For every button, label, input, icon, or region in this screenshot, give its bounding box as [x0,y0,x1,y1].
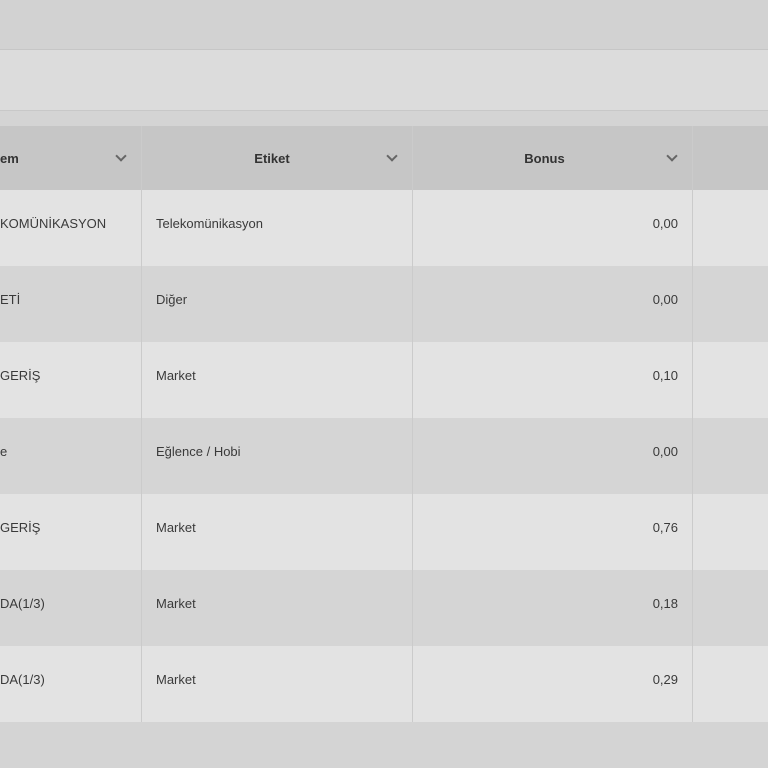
cell-islem: GERİŞ [0,342,142,418]
chevron-down-icon [666,150,678,162]
islem-value: GERİŞ [0,368,41,383]
cell-bonus: 0,29 [413,646,693,722]
islem-value: DA(1/3) [0,596,45,611]
table-row[interactable]: GERİŞ Market 0,10 [0,342,768,418]
bonus-value: 0,18 [652,596,678,611]
etiket-value: Market [156,520,196,535]
cell-islem: DA(1/3) [0,570,142,646]
cell-etiket: Market [142,494,413,570]
bonus-value: 0,76 [652,520,678,535]
column-header-bonus[interactable]: Bonus [413,126,693,190]
islem-value: GERİŞ [0,520,41,535]
etiket-value: Market [156,596,196,611]
cell-bonus: 0,00 [413,418,693,494]
cell-extra [693,342,768,418]
islem-value: DA(1/3) [0,672,45,687]
cell-bonus: 0,18 [413,570,693,646]
cell-extra [693,190,768,266]
cell-bonus: 0,00 [413,266,693,342]
spacer [0,111,768,126]
cell-extra [693,646,768,722]
islem-value: KOMÜNİKASYON [0,216,107,231]
header-label: em [0,150,19,166]
table-row[interactable]: e Eğlence / Hobi 0,00 [0,418,768,494]
cell-etiket: Market [142,646,413,722]
cell-islem: GERİŞ [0,494,142,570]
table-row[interactable]: GERİŞ Market 0,76 [0,494,768,570]
cell-islem: DA(1/3) [0,646,142,722]
etiket-value: Market [156,368,196,383]
bonus-value: 0,00 [652,216,678,231]
islem-value: e [0,444,8,459]
cell-islem: e [0,418,142,494]
cell-bonus: 0,10 [413,342,693,418]
table-body: KOMÜNİKASYON Telekomünikasyon 0,00 ETİ Diğer… [0,190,768,722]
chevron-down-icon [386,150,398,162]
bonus-value: 0,29 [652,672,678,687]
bonus-value: 0,10 [652,368,678,383]
cell-extra [693,266,768,342]
cell-etiket: Telekomünikasyon [142,190,413,266]
etiket-value: Diğer [156,292,188,307]
header-label: Bonus [524,150,565,166]
cell-etiket: Diğer [142,266,413,342]
column-header-etiket[interactable]: Etiket [142,126,413,190]
cell-bonus: 0,76 [413,494,693,570]
cell-islem: ETİ [0,266,142,342]
top-bar [0,0,768,50]
column-header-extra [693,126,768,190]
cell-bonus: 0,00 [413,190,693,266]
cell-etiket: Eğlence / Hobi [142,418,413,494]
filter-bar [0,50,768,111]
header-label: Etiket [254,150,290,166]
column-header-islem[interactable]: em [0,126,142,190]
cell-extra [693,494,768,570]
bonus-value: 0,00 [652,444,678,459]
cell-extra [693,418,768,494]
etiket-value: Eğlence / Hobi [156,444,241,459]
etiket-value: Telekomünikasyon [156,216,263,231]
islem-value: ETİ [0,292,21,307]
chevron-down-icon [115,150,127,162]
etiket-value: Market [156,672,196,687]
table-row[interactable]: DA(1/3) Market 0,29 [0,646,768,722]
table-row[interactable]: KOMÜNİKASYON Telekomünikasyon 0,00 [0,190,768,266]
cell-etiket: Market [142,570,413,646]
bonus-value: 0,00 [652,292,678,307]
table-row[interactable]: DA(1/3) Market 0,18 [0,570,768,646]
cell-islem: KOMÜNİKASYON [0,190,142,266]
cell-etiket: Market [142,342,413,418]
table-row[interactable]: ETİ Diğer 0,00 [0,266,768,342]
transactions-table: em Etiket Bonus KOMÜNİKASYON Telekomünika… [0,126,768,722]
cell-extra [693,570,768,646]
table-header: em Etiket Bonus [0,126,768,190]
